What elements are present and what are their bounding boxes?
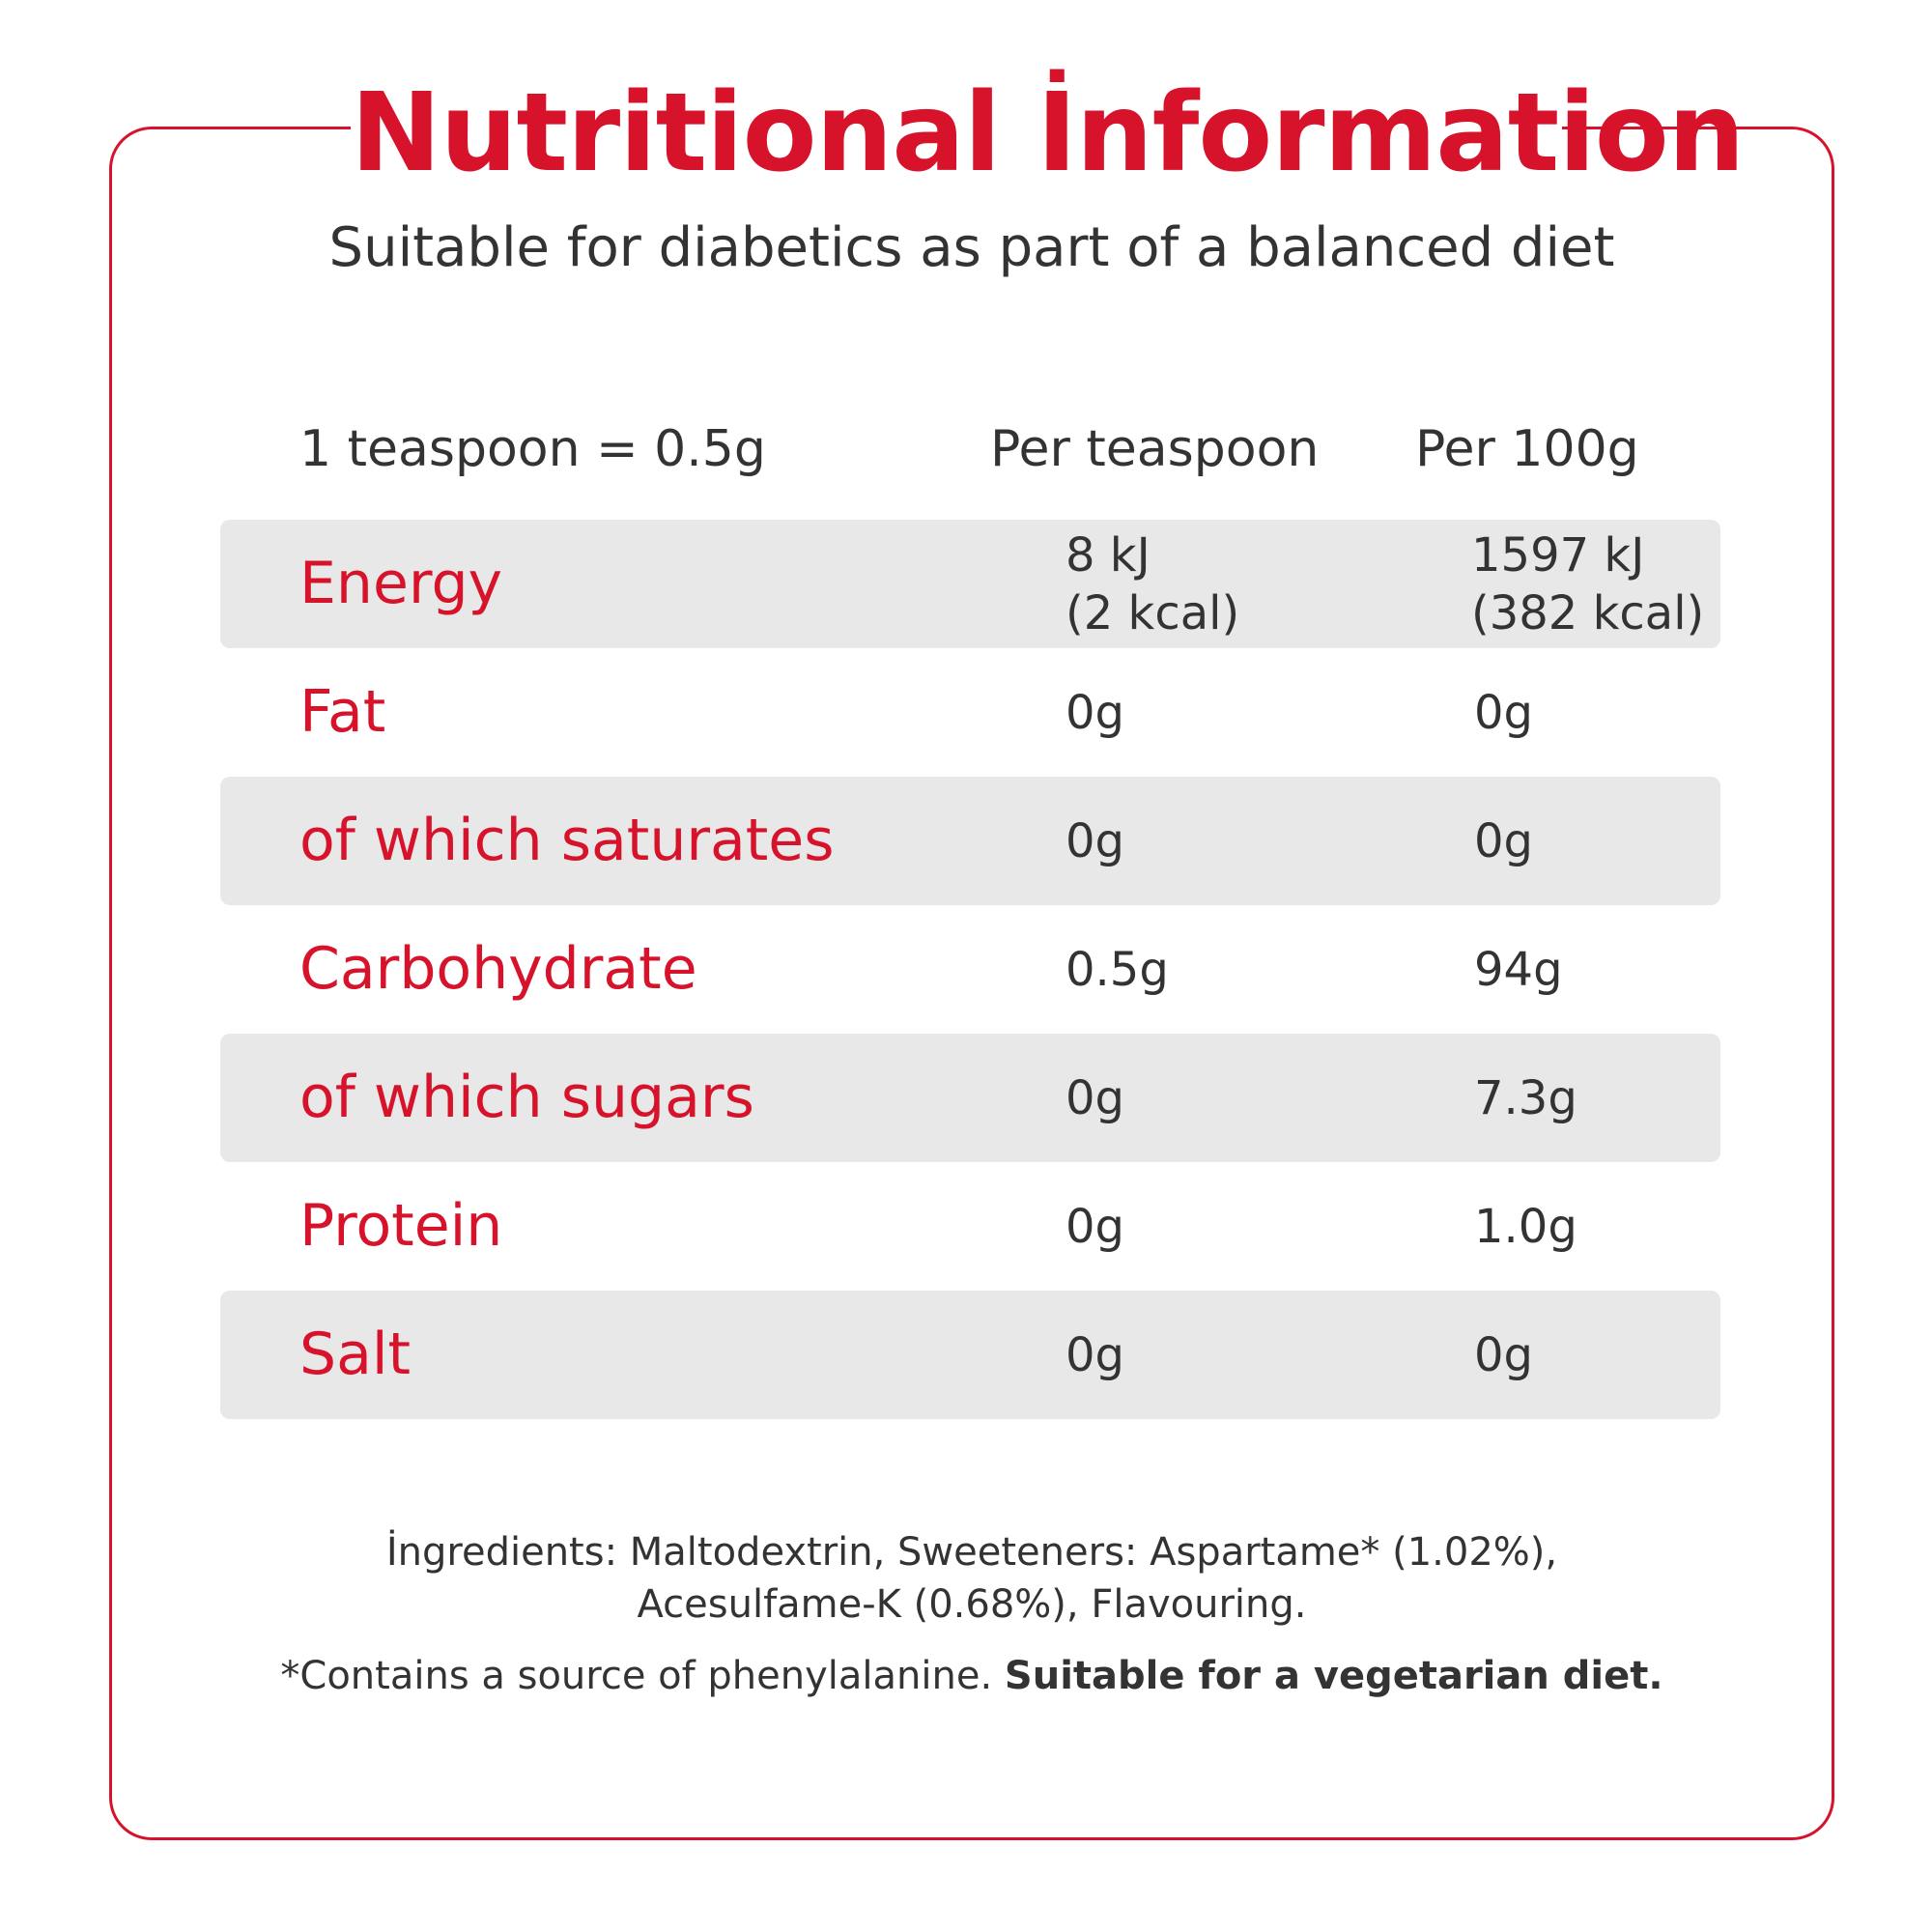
per-100g-value: 1597 kJ (382 kcal) <box>1471 520 1704 648</box>
per-teaspoon-value: 0.5g <box>1065 942 1169 997</box>
ingredients-text: İngredients: Maltodextrin, Sweeteners: A… <box>109 1526 1834 1631</box>
table-header: 1 teaspoon = 0.5g Per teaspoon Per 100g <box>0 415 1932 483</box>
per-100g-value: 94g <box>1474 942 1563 997</box>
per-100g-value: 0g <box>1474 813 1534 868</box>
per-100g-value: 7.3g <box>1474 1070 1577 1125</box>
per-teaspoon-header: Per teaspoon <box>990 420 1320 478</box>
subtitle: Suitable for diabetics as part of a bala… <box>328 216 1615 279</box>
per-100g-header: Per 100g <box>1415 420 1639 478</box>
table-row-saturates: of which saturates 0g 0g <box>220 777 1720 905</box>
per-100g-value: 1.0g <box>1474 1199 1577 1254</box>
serving-size-header: 1 teaspoon = 0.5g <box>299 420 766 478</box>
row-label: Energy <box>299 550 503 617</box>
ingredients-line: Acesulfame-K (0.68%), Flavouring. <box>637 1582 1307 1627</box>
nutrition-table: Energy 8 kJ (2 kcal) 1597 kJ (382 kcal) … <box>220 520 1720 1419</box>
per-teaspoon-value: 8 kJ (2 kcal) <box>1065 520 1239 648</box>
per-teaspoon-value: 0g <box>1065 1070 1125 1125</box>
title-background <box>351 97 1562 174</box>
table-row-salt: Salt 0g 0g <box>220 1291 1720 1419</box>
per-teaspoon-value: 0g <box>1065 813 1125 868</box>
energy-kcal-value: (382 kcal) <box>1471 585 1705 640</box>
row-label: Fat <box>299 678 386 746</box>
row-label: of which saturates <box>299 807 835 874</box>
row-label: Carbohydrate <box>299 935 697 1003</box>
energy-kj-value: 1597 kJ <box>1471 527 1645 582</box>
table-row-fat: Fat 0g 0g <box>220 648 1720 777</box>
table-row-sugars: of which sugars 0g 7.3g <box>220 1034 1720 1162</box>
per-teaspoon-value: 0g <box>1065 1327 1125 1382</box>
energy-kj-value: 8 kJ <box>1065 527 1151 582</box>
vegetarian-note: Suitable for a vegetarian diet. <box>1004 1654 1663 1698</box>
phenylalanine-note: *Contains a source of phenylalanine. <box>280 1654 1005 1698</box>
page-title: Nutritional İnformation <box>351 71 1745 196</box>
row-label: Salt <box>299 1321 412 1388</box>
row-label: Protein <box>299 1192 503 1260</box>
per-100g-value: 0g <box>1474 685 1534 740</box>
table-row-carbohydrate: Carbohydrate 0.5g 94g <box>220 905 1720 1034</box>
per-100g-value: 0g <box>1474 1327 1534 1382</box>
table-row-energy: Energy 8 kJ (2 kcal) 1597 kJ (382 kcal) <box>220 520 1720 648</box>
per-teaspoon-value: 0g <box>1065 1199 1125 1254</box>
table-row-protein: Protein 0g 1.0g <box>220 1162 1720 1291</box>
row-label: of which sugars <box>299 1064 754 1131</box>
per-teaspoon-value: 0g <box>1065 685 1125 740</box>
ingredients-line: İngredients: Maltodextrin, Sweeteners: A… <box>385 1530 1558 1575</box>
energy-kcal-value: (2 kcal) <box>1065 585 1240 640</box>
dietary-note: *Contains a source of phenylalanine. Sui… <box>109 1650 1834 1702</box>
